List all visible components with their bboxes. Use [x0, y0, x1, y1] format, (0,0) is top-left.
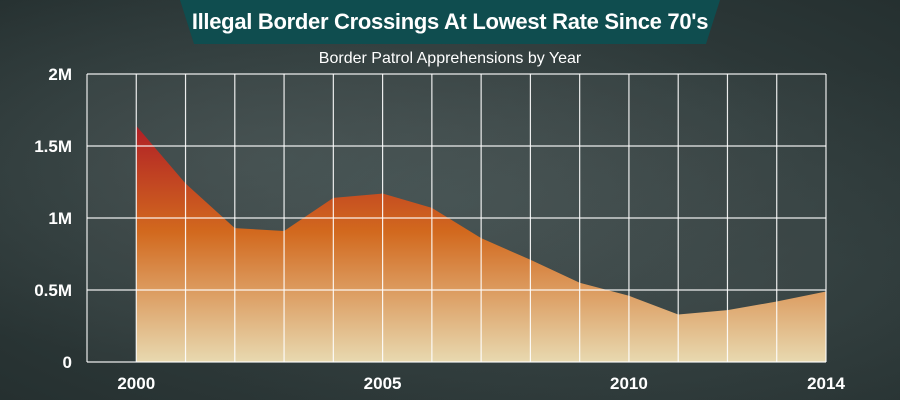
chart-subtitle: Border Patrol Apprehensions by Year	[318, 50, 582, 67]
data-point	[135, 124, 138, 127]
data-point	[578, 281, 581, 284]
data-point	[726, 309, 729, 312]
y-tick-label: 1M	[48, 209, 72, 228]
title-banner: Illegal Border Crossings At Lowest Rate …	[180, 0, 720, 44]
data-point	[627, 294, 630, 297]
x-tick-label: 2014	[807, 374, 845, 393]
chart-title: Illegal Border Crossings At Lowest Rate …	[191, 9, 709, 34]
y-tick-label: 1.5M	[34, 137, 72, 156]
banner-ribbon	[180, 0, 720, 44]
data-point	[775, 300, 778, 303]
x-tick-label: 2000	[117, 374, 155, 393]
data-point	[480, 237, 483, 240]
y-tick-label: 0.5M	[34, 281, 72, 300]
data-point	[233, 227, 236, 230]
x-tick-label: 2005	[364, 374, 402, 393]
y-tick-label: 2M	[48, 65, 72, 84]
data-point	[529, 258, 532, 261]
data-point	[430, 206, 433, 209]
data-point	[332, 196, 335, 199]
x-tick-label: 2010	[610, 374, 648, 393]
y-tick-label: 0	[63, 353, 72, 372]
data-point	[184, 182, 187, 185]
data-point	[283, 229, 286, 232]
data-point	[381, 192, 384, 195]
data-point	[677, 313, 680, 316]
data-point	[825, 290, 828, 293]
